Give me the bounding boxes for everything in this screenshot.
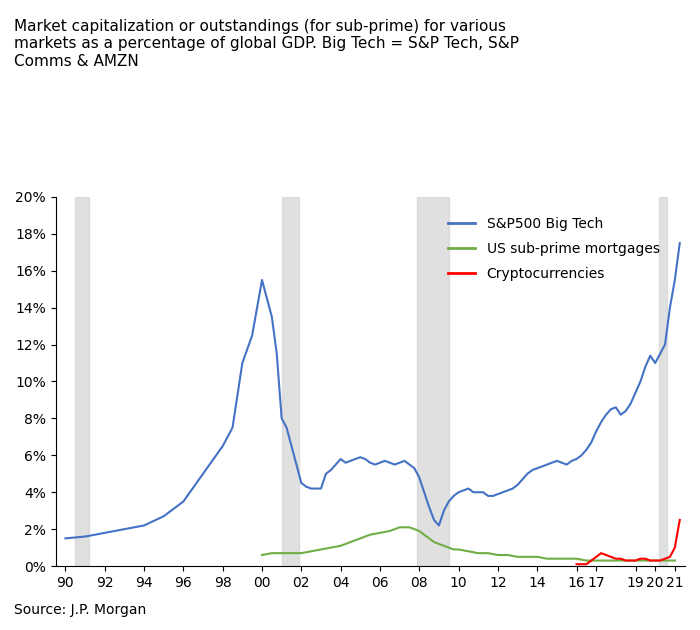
Text: Source: J.P. Morgan: Source: J.P. Morgan [14,604,146,617]
Bar [417,197,449,566]
Bar [76,197,89,566]
Legend: S&P500 Big Tech, US sub-prime mortgages, Cryptocurrencies: S&P500 Big Tech, US sub-prime mortgages,… [442,211,665,287]
Bar [281,197,300,566]
Text: Market capitalization or outstandings (for sub-prime) for various
markets as a p: Market capitalization or outstandings (f… [14,19,519,69]
Bar [659,197,667,566]
